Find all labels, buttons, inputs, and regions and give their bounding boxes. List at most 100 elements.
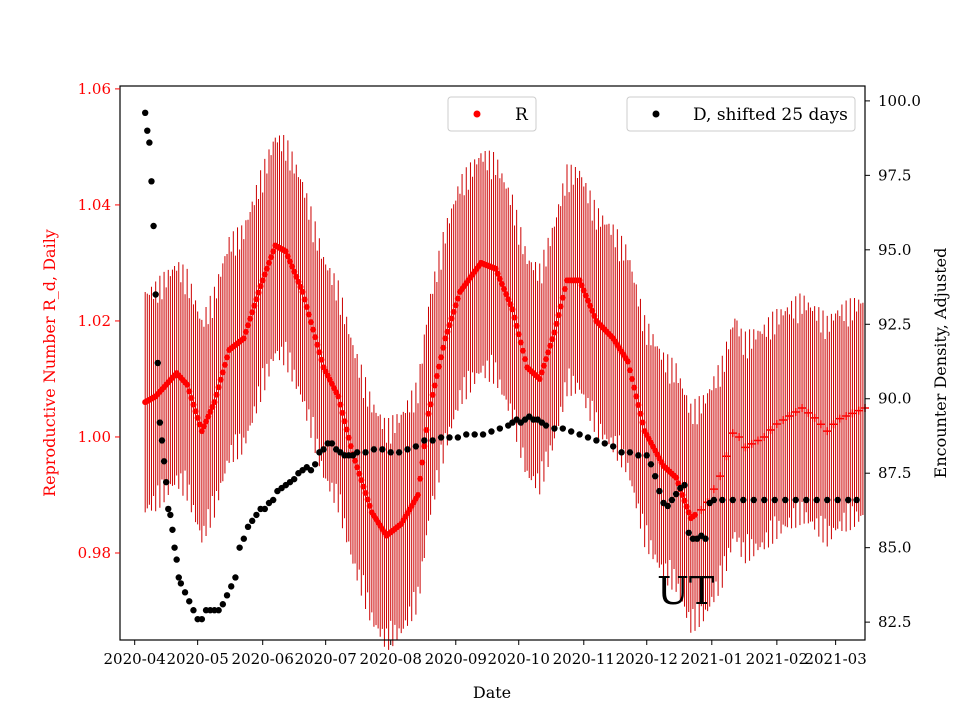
d-point (584, 434, 592, 441)
r-point (286, 258, 293, 265)
r-point (557, 303, 564, 310)
right-tick-label: 85.0 (878, 539, 911, 557)
d-point (156, 419, 164, 426)
r-point (261, 271, 268, 278)
r-point (639, 419, 646, 426)
r-point (791, 407, 800, 416)
r-point (251, 302, 258, 309)
left-tick-label: 1.02 (78, 312, 111, 330)
d-point (740, 496, 747, 504)
r-point (345, 434, 352, 441)
d-point (158, 437, 166, 444)
d-point (249, 517, 256, 525)
d-point (782, 496, 789, 504)
r-point (448, 315, 455, 322)
r-point (804, 408, 813, 417)
right-tick-label: 95.0 (878, 241, 911, 259)
r-point (517, 339, 524, 346)
r-point (266, 259, 272, 266)
r-point (555, 312, 562, 319)
r-point (697, 505, 706, 514)
d-point (488, 428, 495, 435)
d-point (567, 428, 575, 435)
left-axis-ticks: 0.98 1.00 1.02 1.04 1.06 (78, 80, 120, 562)
legend-d: D, shifted 25 days (626, 96, 856, 132)
d-point (479, 431, 487, 438)
d-point (162, 478, 170, 486)
r-point (515, 331, 522, 338)
right-tick-label: 87.5 (878, 464, 911, 482)
r-point (633, 393, 640, 400)
d-point (171, 544, 178, 551)
r-point (547, 342, 554, 349)
x-tick-label: 2021-02 (746, 650, 808, 668)
r-point (293, 273, 300, 280)
r-point (356, 470, 363, 477)
r-point (492, 265, 499, 272)
r-point (519, 347, 526, 354)
r-point (213, 391, 220, 398)
r-point (343, 426, 350, 433)
r-point (747, 439, 756, 448)
d-point (404, 446, 411, 453)
right-tick-label: 97.5 (878, 166, 911, 184)
d-point (362, 449, 369, 456)
d-point (232, 574, 239, 581)
d-point (729, 496, 736, 504)
d-point (223, 592, 231, 599)
r-point (268, 254, 275, 261)
r-point (184, 381, 191, 388)
d-point (228, 583, 235, 590)
right-axis-ticks: 82.5 85.0 87.5 90.0 92.5 95.0 97.5 100.0 (865, 92, 921, 631)
r-points (142, 242, 869, 539)
d-point (173, 556, 180, 563)
r-point (358, 477, 365, 484)
r-point (444, 328, 451, 335)
r-point (429, 391, 436, 398)
r-point (626, 367, 633, 374)
d-point (834, 496, 841, 504)
r-point (423, 427, 430, 434)
r-point (509, 306, 516, 313)
r-point (442, 335, 449, 342)
right-axis-label: Encounter Density, Adjusted (931, 248, 950, 479)
r-point (722, 452, 731, 461)
d-point (551, 425, 558, 432)
legend-r: R (447, 96, 537, 132)
r-point (427, 401, 434, 408)
right-tick-label: 82.5 (878, 613, 911, 631)
r-point (417, 475, 424, 482)
r-point (198, 428, 205, 435)
r-point (301, 296, 308, 303)
r-point (835, 414, 844, 423)
r-point (549, 336, 556, 343)
r-point (580, 287, 587, 294)
d-point (261, 505, 269, 513)
r-point (631, 384, 638, 391)
r-point (190, 401, 197, 408)
r-point (798, 403, 807, 412)
d-point (792, 496, 799, 504)
r-point (219, 369, 226, 376)
r-point (536, 375, 543, 382)
r-point (186, 388, 193, 395)
d-point (198, 615, 206, 623)
r-point (716, 472, 725, 481)
legend-r-marker (473, 110, 481, 118)
r-point (582, 292, 589, 299)
x-tick-label: 2020-04 (104, 650, 166, 668)
d-point (542, 422, 550, 429)
r-point (312, 334, 319, 341)
r-point (253, 296, 260, 303)
d-point (175, 574, 182, 581)
legend-d-label: D, shifted 25 days (693, 105, 848, 125)
d-point (150, 222, 157, 230)
r-point (578, 282, 585, 289)
r-point (335, 393, 342, 400)
r-point (446, 322, 453, 329)
d-point (144, 127, 151, 134)
d-point (186, 598, 193, 605)
plot-frame (119, 85, 866, 641)
left-tick-label: 1.00 (78, 428, 111, 446)
d-point (190, 607, 197, 614)
